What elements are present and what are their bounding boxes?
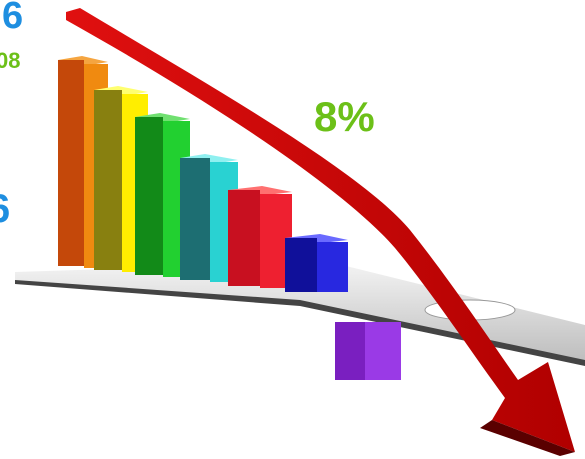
left-number: 6 [0,187,10,231]
bars [58,56,348,292]
bar-purple [335,322,401,380]
percent: 8% [314,93,375,140]
arrow [66,8,575,456]
year: 08 [0,48,20,73]
top-number: 6 [2,0,23,37]
